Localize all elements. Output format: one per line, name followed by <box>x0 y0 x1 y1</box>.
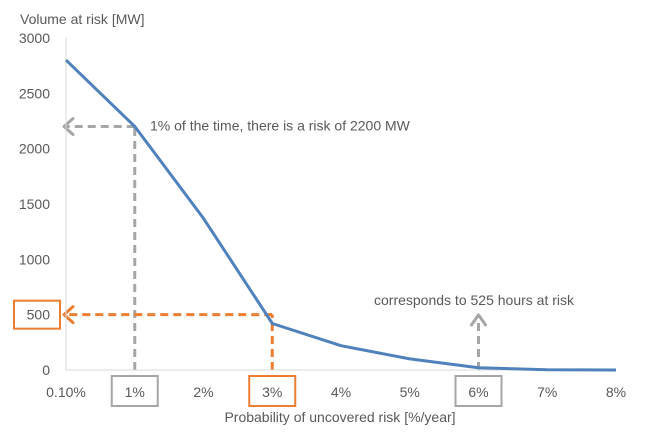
y-tick-label: 2000 <box>19 141 50 157</box>
y-tick-label: 3000 <box>19 30 50 46</box>
x-tick-label: 2% <box>193 384 213 400</box>
y-tick-label: 1500 <box>19 196 50 212</box>
series-line <box>66 60 616 370</box>
series-layer <box>66 60 616 370</box>
annotation-1pct-text: 1% of the time, there is a risk of 2200 … <box>150 118 411 134</box>
y-tick-label: 0 <box>42 362 50 378</box>
x-tick-label: 6% <box>468 384 488 400</box>
highlight-boxes <box>14 301 502 406</box>
x-tick-label: 8% <box>606 384 626 400</box>
x-tick-label: 4% <box>331 384 351 400</box>
guide-lines <box>64 119 486 370</box>
x-tick-label: 1% <box>125 384 145 400</box>
x-tick-label: 7% <box>537 384 557 400</box>
tick-labels: 0 500 1000 1500 2000 2500 3000 0.10% 1% 2% 3% 4% 5% 6… <box>19 30 626 400</box>
text-layer: Volume at risk [MW] Probability of uncov… <box>20 11 575 425</box>
x-tick-label: 0.10% <box>46 384 86 400</box>
x-axis-title: Probability of uncovered risk [%/year] <box>224 409 455 425</box>
x-tick-label: 5% <box>400 384 420 400</box>
x-tick-label: 3% <box>262 384 282 400</box>
axes <box>66 38 616 370</box>
y-tick-label: 2500 <box>19 85 50 101</box>
y-tick-label: 500 <box>27 307 51 323</box>
y-tick-label: 1000 <box>19 251 50 267</box>
annotation-6pct-text: corresponds to 525 hours at risk <box>374 292 575 308</box>
y-axis-title: Volume at risk [MW] <box>20 11 144 27</box>
